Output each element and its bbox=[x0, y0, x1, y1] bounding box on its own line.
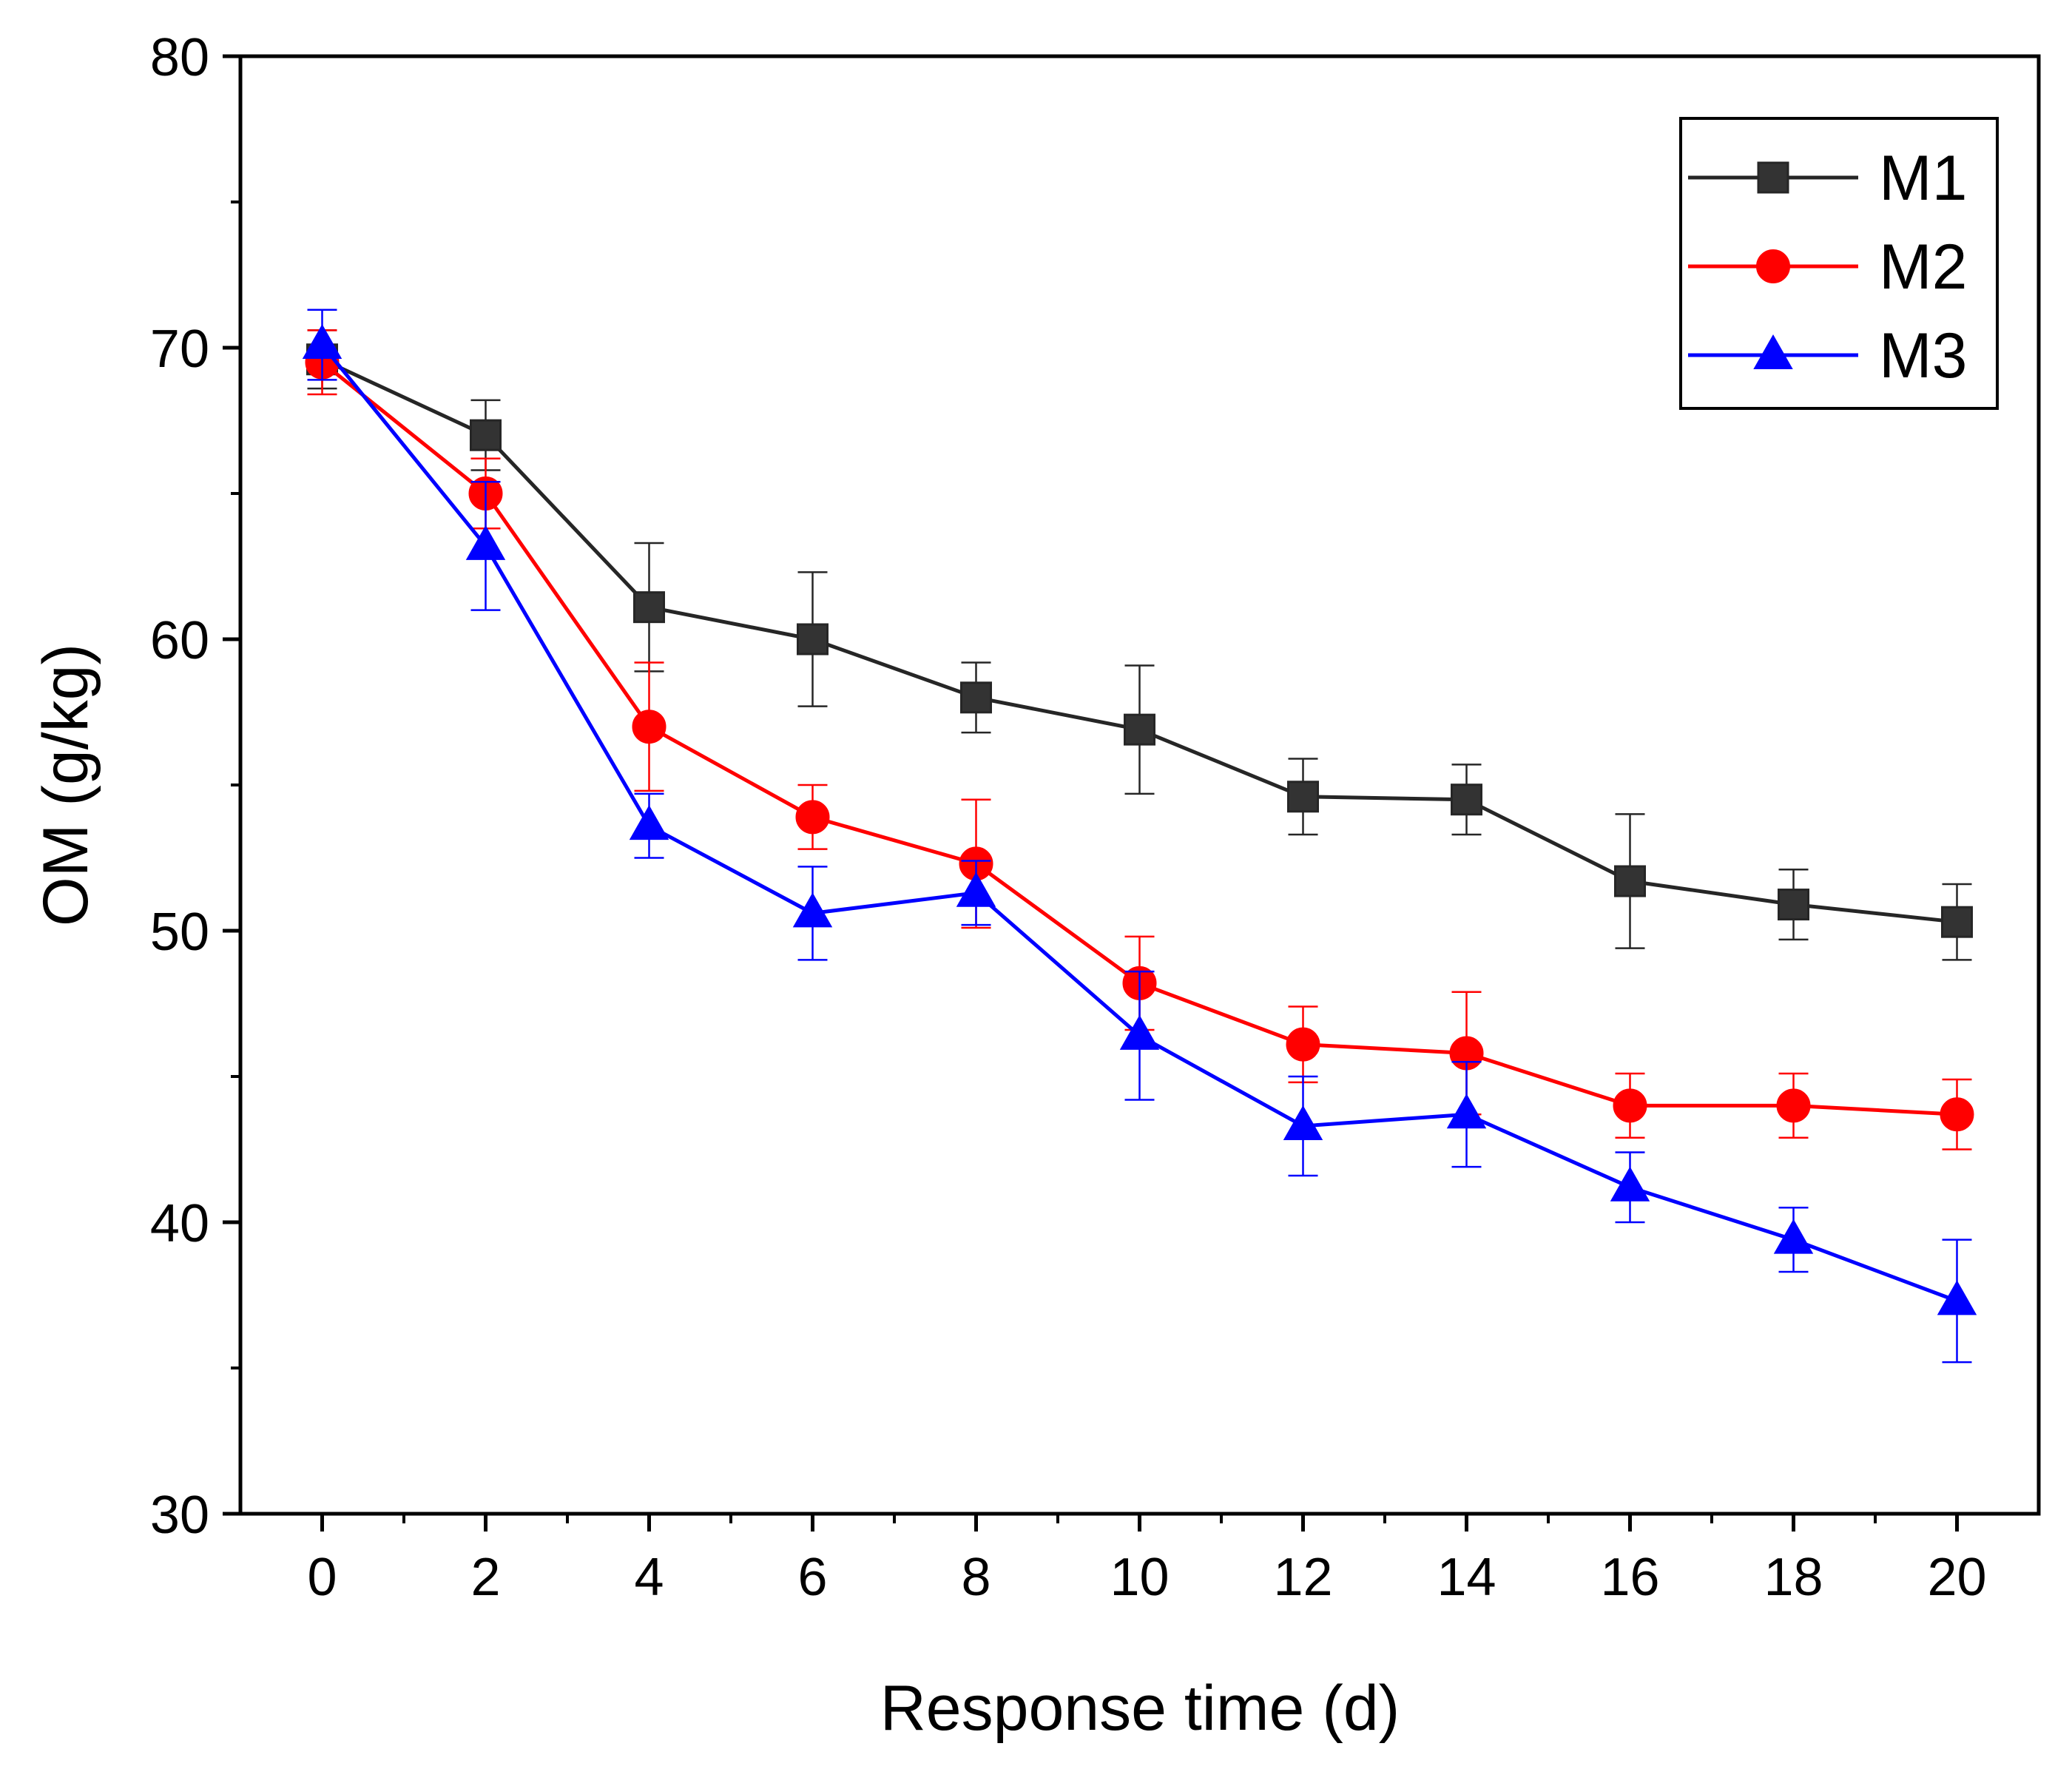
data-point-m2 bbox=[1940, 1097, 1974, 1132]
data-point-m3 bbox=[629, 805, 669, 840]
legend-item-m1: M1 bbox=[1688, 143, 1967, 214]
y-tick-label: 80 bbox=[150, 28, 209, 87]
legend-label: M2 bbox=[1879, 232, 1967, 303]
legend-marker bbox=[1756, 249, 1790, 283]
legend-item-m2: M2 bbox=[1688, 232, 1967, 303]
data-point-m1 bbox=[633, 591, 665, 624]
series-line-m1 bbox=[321, 357, 1957, 924]
y-tick-label: 30 bbox=[150, 1486, 209, 1545]
data-point-m2 bbox=[795, 800, 830, 835]
series-m3 bbox=[302, 309, 1977, 1364]
data-point-m3 bbox=[302, 324, 342, 360]
x-tick-label: 18 bbox=[1764, 1548, 1823, 1607]
data-point-m1 bbox=[470, 419, 502, 451]
x-axis-title: Response time (d) bbox=[880, 1673, 1400, 1744]
x-tick-label: 16 bbox=[1600, 1548, 1659, 1607]
x-tick-label: 20 bbox=[1927, 1548, 1986, 1607]
data-point-m1 bbox=[1451, 784, 1482, 816]
legend-marker bbox=[1753, 334, 1793, 369]
y-tick-label: 50 bbox=[150, 903, 209, 962]
data-point-m3 bbox=[1446, 1094, 1487, 1129]
x-tick-label: 8 bbox=[961, 1548, 991, 1607]
x-tick-label: 4 bbox=[634, 1548, 664, 1607]
y-tick-label: 40 bbox=[150, 1194, 209, 1253]
data-point-m1 bbox=[1124, 713, 1155, 746]
data-point-m1 bbox=[1287, 781, 1319, 813]
x-tick-label: 10 bbox=[1110, 1548, 1169, 1607]
legend-label: M3 bbox=[1879, 320, 1967, 391]
x-tick-label: 12 bbox=[1273, 1548, 1332, 1607]
data-series bbox=[302, 309, 1977, 1364]
data-point-m1 bbox=[1778, 889, 1809, 921]
data-point-m2 bbox=[1613, 1088, 1647, 1123]
x-tick-label: 2 bbox=[470, 1548, 500, 1607]
legend-marker bbox=[1757, 161, 1789, 194]
data-point-m3 bbox=[1610, 1166, 1650, 1202]
data-point-m2 bbox=[632, 710, 667, 744]
data-point-m3 bbox=[1119, 1014, 1160, 1050]
legend: M1 M2 M3 bbox=[1679, 117, 1999, 410]
y-axis-title: OM (g/kg) bbox=[30, 644, 101, 926]
y-tick-label: 60 bbox=[150, 611, 209, 670]
legend-item-m3: M3 bbox=[1688, 320, 1967, 391]
data-point-m2 bbox=[1776, 1088, 1811, 1123]
series-m1 bbox=[306, 329, 1973, 961]
legend-label: M1 bbox=[1879, 143, 1967, 214]
data-point-m1 bbox=[797, 623, 829, 656]
data-point-m1 bbox=[960, 681, 992, 714]
series-line-m3 bbox=[320, 343, 1958, 1303]
x-tick-label: 14 bbox=[1437, 1548, 1496, 1607]
x-tick-label: 0 bbox=[307, 1548, 337, 1607]
data-point-m3 bbox=[465, 525, 506, 560]
data-point-m3 bbox=[1937, 1280, 1977, 1315]
data-point-m3 bbox=[956, 872, 996, 907]
x-tick-label: 6 bbox=[797, 1548, 827, 1607]
data-point-m1 bbox=[1614, 865, 1646, 897]
legend-box bbox=[1679, 117, 1999, 410]
data-point-m1 bbox=[1941, 906, 1973, 938]
data-point-m2 bbox=[1286, 1027, 1320, 1062]
data-point-m3 bbox=[1283, 1105, 1323, 1140]
axes: 0 2 4 6 8 10 12 14 16 18 20 30 40 50 60 70 80 bbox=[150, 28, 1987, 1607]
y-tick-label: 70 bbox=[150, 320, 209, 379]
data-point-m3 bbox=[1773, 1219, 1814, 1254]
data-point-m3 bbox=[792, 892, 833, 928]
